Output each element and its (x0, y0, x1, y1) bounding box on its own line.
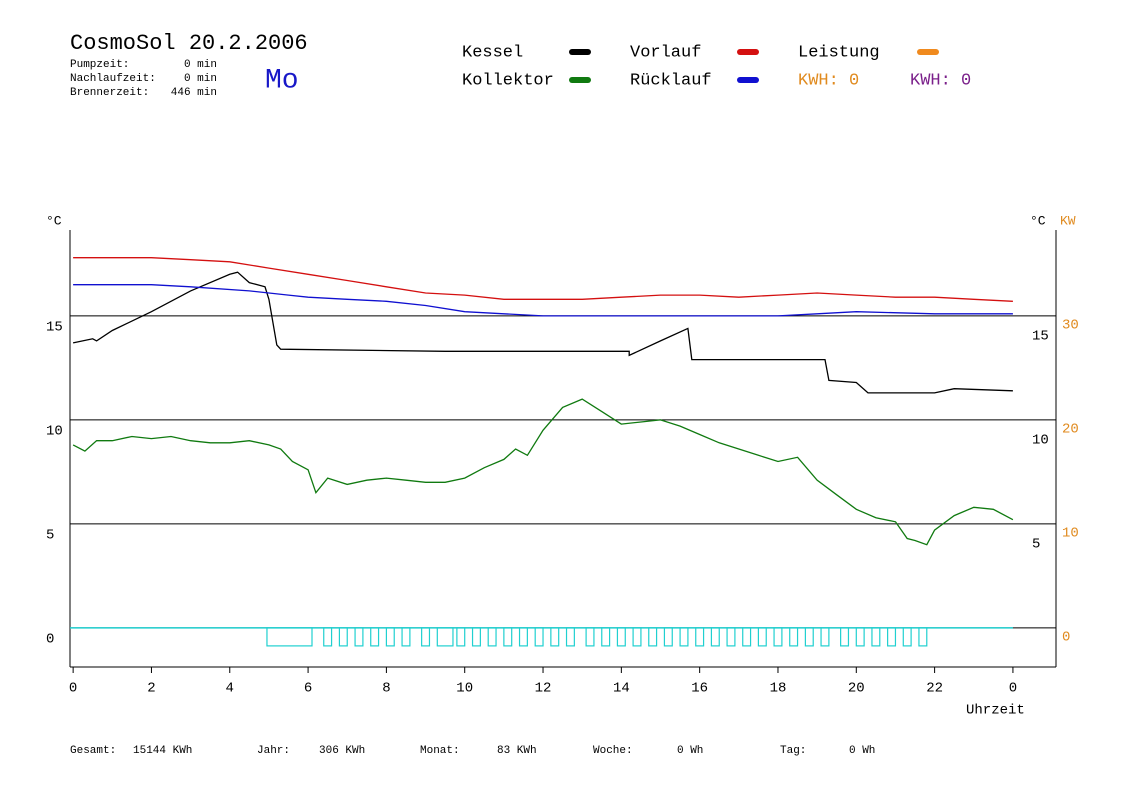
pump-block (534, 627, 544, 647)
pump-block (902, 627, 912, 647)
stat-label: Brennerzeit: (70, 87, 149, 99)
x-tick-label: 22 (926, 681, 943, 697)
y-tick-label: 15 (46, 320, 63, 336)
x-tick-label: 8 (382, 681, 390, 697)
y-right-label: °C (1030, 213, 1046, 228)
stat-label: Pumpzeit: (70, 59, 129, 71)
pump-block (354, 627, 364, 647)
title: CosmoSol 20.2.2006 (70, 31, 308, 56)
x-tick-label: 12 (535, 681, 552, 697)
y-tick-label: 10 (46, 424, 63, 440)
legend-label: Vorlauf (630, 43, 701, 62)
stat-value: 0 min (184, 73, 217, 85)
legend-label: Kollektor (462, 71, 554, 90)
pump-block (789, 627, 799, 647)
legend-label: Rücklauf (630, 71, 712, 90)
total-value: 306 KWh (319, 745, 365, 757)
pump-block (266, 627, 313, 647)
x-tick-label: 20 (848, 681, 865, 697)
pump-block (370, 627, 380, 647)
pump-block (385, 627, 395, 647)
x-tick-label: 0 (1009, 681, 1017, 697)
legend-label: Leistung (798, 43, 880, 62)
series-line (73, 257, 1013, 302)
pump-block (887, 627, 897, 647)
total-label: Tag: (780, 745, 806, 757)
series-line (73, 284, 1013, 317)
pump-block (471, 627, 481, 647)
x-tick-label: 0 (69, 681, 77, 697)
pump-block (726, 627, 736, 647)
pump-block (323, 627, 333, 647)
x-axis-label: Uhrzeit (966, 703, 1025, 719)
pump-block (503, 627, 513, 647)
stat-value: 0 min (184, 59, 217, 71)
x-tick-label: 4 (226, 681, 234, 697)
pump-block (436, 627, 454, 647)
x-tick-label: 16 (691, 681, 708, 697)
series-line (72, 398, 1014, 546)
total-label: Monat: (420, 745, 460, 757)
pump-block (550, 627, 560, 647)
pump-block (773, 627, 783, 647)
x-tick-label: 2 (147, 681, 155, 697)
pump-block (565, 627, 575, 647)
total-value: 83 KWh (497, 745, 537, 757)
pump-block (456, 627, 466, 647)
energy-label: KWH: 0 (910, 71, 971, 90)
pump-block (421, 627, 431, 647)
series-line (72, 271, 1013, 394)
pump-block (840, 627, 850, 647)
y-tick-label: 5 (46, 528, 54, 544)
pump-block (338, 627, 348, 647)
total-label: Jahr: (257, 745, 290, 757)
pump-block (742, 627, 752, 647)
energy-label: KWH: 0 (798, 71, 859, 90)
y-tick-label: 0 (46, 632, 54, 648)
weekday: Mo (265, 65, 299, 96)
y-axis-label: °C (46, 213, 62, 228)
pump-block (518, 627, 528, 647)
y2-tick-label: 0 (1062, 630, 1070, 646)
total-value: 15144 KWh (133, 745, 192, 757)
y-right-tick-label: 15 (1032, 329, 1049, 345)
y2-axis-label: KW (1060, 213, 1076, 228)
pump-block (632, 627, 642, 647)
pump-block (679, 627, 689, 647)
x-tick-label: 6 (304, 681, 312, 697)
y2-tick-label: 30 (1062, 318, 1079, 334)
y-right-tick-label: 5 (1032, 537, 1040, 553)
stat-value: 446 min (171, 87, 217, 99)
total-value: 0 Wh (849, 745, 875, 757)
pump-block (601, 627, 611, 647)
pump-block (663, 627, 673, 647)
total-label: Gesamt: (70, 745, 116, 757)
y2-tick-label: 20 (1062, 422, 1079, 438)
pump-block (401, 627, 411, 647)
total-value: 0 Wh (677, 745, 703, 757)
pump-block (855, 627, 865, 647)
pump-block (648, 627, 658, 647)
x-tick-label: 14 (613, 681, 630, 697)
pump-block (585, 627, 595, 647)
legend-label: Kessel (462, 43, 523, 62)
stat-label: Nachlaufzeit: (70, 73, 156, 85)
pump-block (695, 627, 705, 647)
pump-block (918, 627, 928, 647)
pump-block (820, 627, 830, 647)
pump-block (804, 627, 814, 647)
y-right-tick-label: 10 (1032, 433, 1049, 449)
pump-block (616, 627, 626, 647)
x-tick-label: 18 (770, 681, 787, 697)
pump-block (710, 627, 720, 647)
pump-block (487, 627, 497, 647)
pump-block (871, 627, 881, 647)
pump-block (757, 627, 767, 647)
x-tick-label: 10 (456, 681, 473, 697)
total-label: Woche: (593, 745, 633, 757)
y2-tick-label: 10 (1062, 526, 1079, 542)
